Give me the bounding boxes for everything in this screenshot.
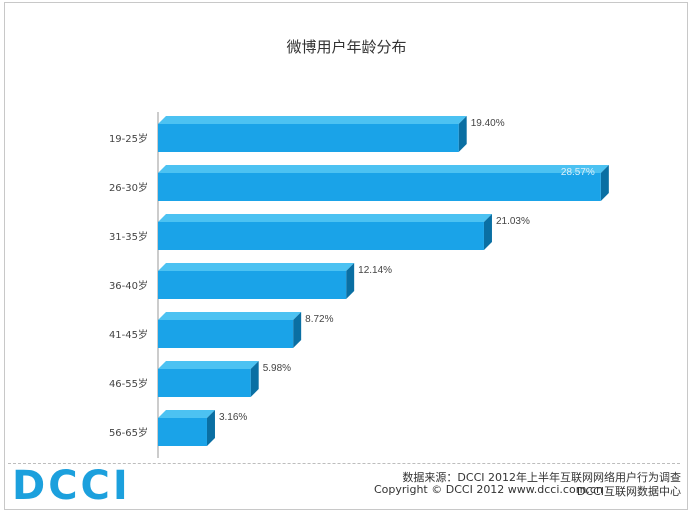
value-label: 8.72% (305, 314, 333, 325)
category-label: 46-55岁 (109, 377, 148, 390)
bar-side-face (293, 312, 302, 348)
copyright-text: Copyright © DCCI 2012 www.dcci.com.cn (374, 483, 603, 496)
bar-side-face (250, 361, 259, 397)
bar-side-face (346, 263, 355, 299)
data-center-text: DCCI互联网数据中心 (576, 485, 681, 498)
bar-top-face (158, 263, 355, 271)
bar-top-face (158, 214, 492, 222)
category-label: 56-65岁 (109, 426, 148, 439)
data-source-text: 数据来源：DCCI 2012年上半年互联网网络用户行为调查 (402, 471, 681, 484)
dcci-logo: DCCI (12, 463, 131, 509)
bar-side-face (206, 410, 215, 446)
bar (158, 320, 294, 348)
value-label: 19.40% (471, 118, 505, 129)
bar (158, 369, 251, 397)
footer-divider (8, 463, 680, 464)
category-label: 36-40岁 (109, 279, 148, 292)
bar-side-face (458, 116, 467, 152)
bar (158, 173, 601, 201)
bar-side-face (600, 165, 609, 201)
category-label: 31-35岁 (109, 230, 148, 243)
bar (158, 418, 207, 446)
category-label: 19-25岁 (109, 132, 148, 145)
bar-top-face (158, 312, 302, 320)
bar (158, 222, 484, 250)
chart-frame (4, 2, 688, 510)
bar (158, 271, 347, 299)
bar-top-face (158, 361, 259, 369)
value-label: 3.16% (219, 412, 247, 423)
value-label: 12.14% (358, 265, 392, 276)
bar-side-face (483, 214, 492, 250)
value-label: 5.98% (263, 363, 291, 374)
bar-top-face (158, 165, 609, 173)
category-label: 41-45岁 (109, 328, 148, 341)
category-label: 26-30岁 (109, 181, 148, 194)
bar (158, 124, 459, 152)
bar-top-face (158, 116, 467, 124)
value-label: 28.57% (561, 167, 595, 178)
value-label: 21.03% (496, 216, 530, 227)
bar-top-face (158, 410, 215, 418)
chart-title: 微博用户年龄分布 (286, 38, 407, 56)
